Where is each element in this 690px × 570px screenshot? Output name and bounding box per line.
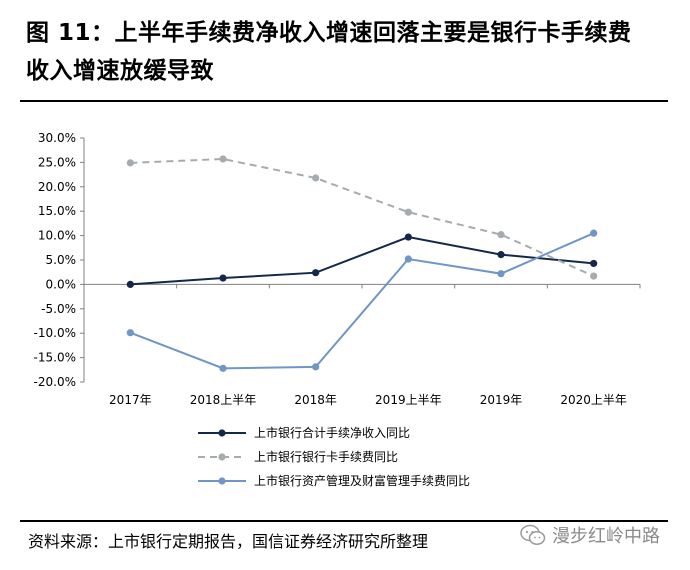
title-line-1: 图 11：上半年手续费净收入增速回落主要是银行卡手续费 [26,20,632,46]
data-point [126,329,134,337]
data-point [497,270,505,278]
legend-item-2: 上市银行银行卡手续费同比 [198,449,398,464]
legend-marker [218,429,226,437]
y-tick-label: -10.0% [34,326,76,340]
legend-label: 上市银行资产管理及财富管理手续费同比 [254,473,470,488]
data-point [404,208,412,216]
series-3 [126,229,598,372]
bottom-divider [20,520,668,522]
data-point [312,269,320,277]
y-tick-label: 15.0% [38,204,76,218]
y-tick-label: -15.0% [34,351,76,365]
series-2 [126,155,598,280]
data-point [590,259,598,268]
y-tick-label: -20.0% [34,375,76,389]
data-point [404,233,412,241]
series-1 [126,233,598,288]
data-point [497,231,505,239]
series-line [130,157,595,278]
y-tick-label: -5.0% [41,302,76,316]
title-line-2: 收入增速放缓导致 [26,58,214,84]
series-line [129,232,595,370]
x-tick-label: 2020上半年 [560,393,627,407]
data-point [497,251,505,259]
data-point [590,272,598,280]
data-point [312,363,320,371]
top-divider [20,100,668,102]
y-tick-label: 25.0% [38,155,76,169]
data-point [219,274,227,282]
data-point [404,255,412,263]
x-tick-label: 2018年 [294,393,337,407]
legend-item-1: 上市银行合计手续净收入同比 [198,425,410,440]
legend-label: 上市银行合计手续净收入同比 [254,425,410,440]
legend-marker [218,453,226,461]
source-note: 资料来源：上市银行定期报告，国信证券经济研究所整理 [28,532,429,551]
line-chart: 30.0% 25.0% 20.0% 15.0% 10.0% 5.0% 0.0% -5.0% -1… [34,131,641,488]
y-tick-label: 20.0% [38,180,76,194]
legend: 上市银行合计手续净收入同比上市银行银行卡手续费同比上市银行资产管理及财富管理手续… [198,425,470,488]
data-point [219,364,227,372]
x-tick-label: 2019年 [480,393,523,407]
watermark: 漫步红岭中路 [520,522,660,548]
data-point [126,280,134,288]
x-tick-label: 2017年 [109,393,152,407]
y-tick-label: 5.0% [46,253,77,267]
chart-title: 图 11：上半年手续费净收入增速回落主要是银行卡手续费 收入增速放缓导致 [26,14,666,90]
data-point [126,159,134,167]
data-point [590,229,598,237]
x-tick-label: 2018上半年 [190,393,257,407]
legend-item-3: 上市银行资产管理及财富管理手续费同比 [198,473,470,488]
y-tick-label: 30.0% [38,131,76,145]
data-point [312,174,320,182]
data-point [219,155,227,163]
legend-label: 上市银行银行卡手续费同比 [254,449,398,464]
watermark-text: 漫步红岭中路 [552,526,660,547]
y-tick-label: 0.0% [46,277,77,291]
series-line [130,236,594,286]
wechat-icon [520,524,546,545]
x-tick-label: 2019上半年 [375,393,442,407]
series-group [126,155,598,372]
y-tick-label: 10.0% [38,229,76,243]
x-axis: 2017年 2018上半年 2018年 2019上半年 2019年 2020上半年 [83,283,641,407]
y-axis: 30.0% 25.0% 20.0% 15.0% 10.0% 5.0% 0.0% -5.0% -1… [34,131,85,389]
legend-marker [218,477,226,485]
